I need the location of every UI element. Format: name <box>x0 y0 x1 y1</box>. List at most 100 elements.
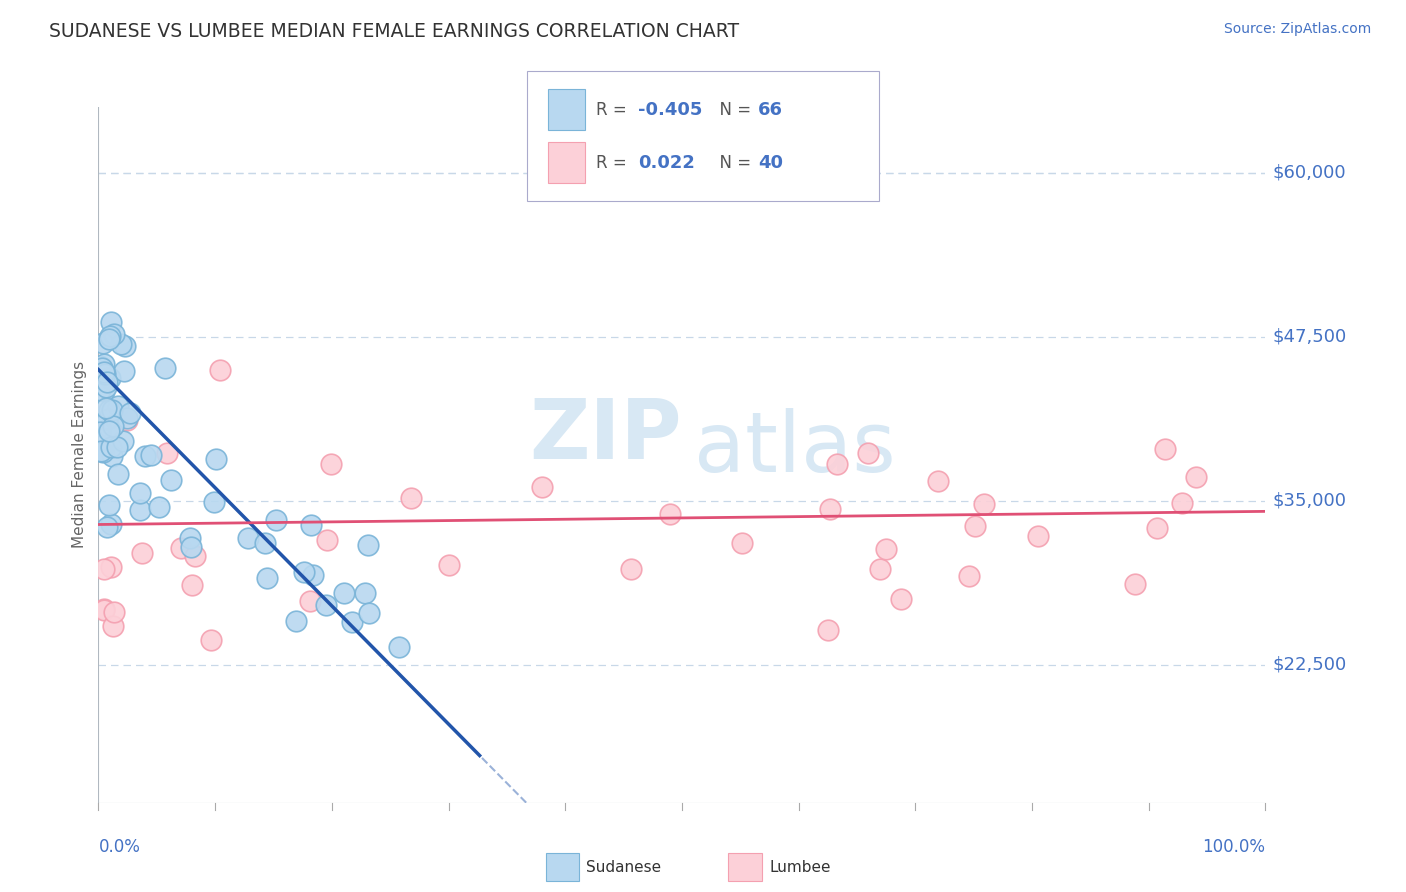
Point <box>965 519 987 533</box>
Point <box>111 434 134 449</box>
Point <box>292 565 315 579</box>
Point <box>156 446 179 460</box>
Point <box>817 623 839 637</box>
Text: N =: N = <box>709 153 756 171</box>
Point <box>93 365 115 379</box>
Point <box>875 541 897 556</box>
Point <box>98 328 121 343</box>
Point <box>1185 470 1208 484</box>
Point <box>530 480 553 494</box>
Point <box>98 499 121 513</box>
Text: $22,500: $22,500 <box>1272 656 1347 674</box>
Point <box>115 411 138 425</box>
Point <box>299 517 322 532</box>
Point <box>284 614 307 628</box>
Text: Lumbee: Lumbee <box>769 860 831 874</box>
Point <box>437 558 460 572</box>
Point <box>209 362 232 376</box>
Text: N =: N = <box>709 101 756 119</box>
Point <box>180 540 202 554</box>
Text: 0.0%: 0.0% <box>98 838 141 856</box>
Point <box>299 594 322 608</box>
Text: $47,500: $47,500 <box>1272 327 1347 346</box>
Point <box>1154 442 1177 456</box>
Point <box>1146 521 1168 535</box>
Point <box>818 502 841 516</box>
Text: R =: R = <box>596 153 633 171</box>
Point <box>91 361 114 376</box>
Point <box>103 605 125 619</box>
Point <box>316 533 339 548</box>
Point <box>238 531 260 545</box>
Point <box>869 562 891 576</box>
Point <box>927 475 949 489</box>
Point <box>101 449 124 463</box>
Point <box>315 598 337 612</box>
Text: 100.0%: 100.0% <box>1202 838 1265 856</box>
Point <box>340 615 363 629</box>
Point <box>97 403 120 417</box>
Text: $35,000: $35,000 <box>1272 491 1347 510</box>
Point <box>731 536 754 550</box>
Point <box>131 546 153 560</box>
Text: ZIP: ZIP <box>530 395 682 475</box>
Point <box>387 640 409 655</box>
Point <box>205 451 228 466</box>
Point <box>179 532 201 546</box>
Point <box>332 586 354 600</box>
Point <box>359 606 381 620</box>
Point <box>1123 577 1146 591</box>
Point <box>181 577 204 591</box>
Point <box>202 494 225 508</box>
Point <box>93 603 115 617</box>
Point <box>91 336 114 351</box>
Point <box>103 619 125 633</box>
Point <box>120 406 142 420</box>
Point <box>356 538 378 552</box>
Point <box>170 541 193 556</box>
Point <box>89 359 111 373</box>
Point <box>100 516 122 531</box>
Point <box>100 315 122 329</box>
Text: -0.405: -0.405 <box>638 101 703 119</box>
Point <box>129 486 152 500</box>
Point <box>101 403 124 417</box>
Point <box>105 440 128 454</box>
Point <box>98 424 121 438</box>
Point <box>96 412 118 426</box>
Point <box>96 376 118 390</box>
Point <box>134 449 156 463</box>
Point <box>253 536 276 550</box>
Point <box>89 419 111 434</box>
Text: 66: 66 <box>758 101 783 119</box>
Point <box>96 380 118 394</box>
Point <box>89 384 111 398</box>
Text: atlas: atlas <box>693 408 896 489</box>
Point <box>94 367 117 381</box>
Text: Source: ZipAtlas.com: Source: ZipAtlas.com <box>1223 22 1371 37</box>
Point <box>354 585 377 599</box>
Point <box>103 419 125 434</box>
Point <box>93 561 115 575</box>
Point <box>114 339 136 353</box>
Point <box>107 399 129 413</box>
Point <box>148 500 170 514</box>
Text: Sudanese: Sudanese <box>586 860 661 874</box>
Point <box>155 361 177 376</box>
Point <box>100 440 122 454</box>
Point <box>93 602 115 616</box>
Point <box>264 513 287 527</box>
Point <box>856 446 879 460</box>
Point <box>256 572 278 586</box>
Point <box>200 633 222 648</box>
Point <box>100 560 122 574</box>
Point <box>107 467 129 481</box>
Point <box>319 457 342 471</box>
Point <box>110 337 132 351</box>
Point <box>98 332 121 346</box>
Point <box>90 444 112 458</box>
Point <box>103 326 125 341</box>
Point <box>98 370 121 384</box>
Point <box>93 384 115 398</box>
Point <box>115 413 138 427</box>
